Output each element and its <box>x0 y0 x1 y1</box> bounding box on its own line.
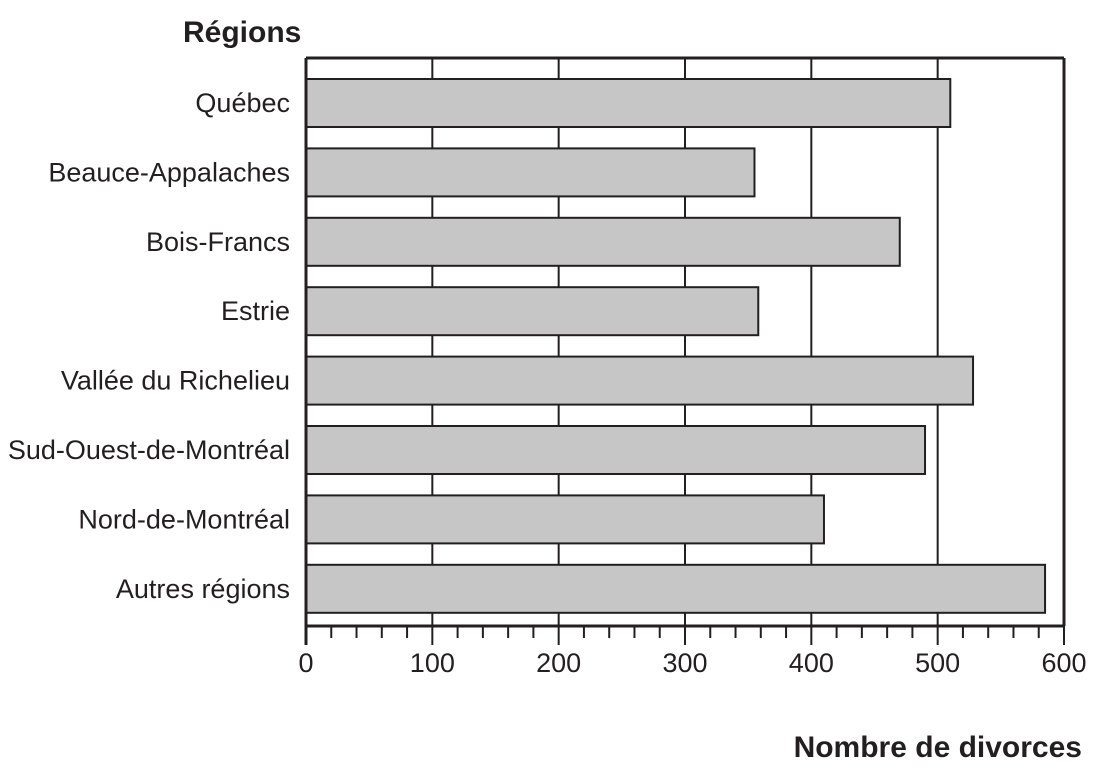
category-label: Bois-Francs <box>146 227 290 257</box>
category-label: Québec <box>195 88 290 118</box>
x-axis-tick-labels: 0 100 200 300 400 500 600 <box>298 648 1086 678</box>
y-axis-title: Régions <box>183 16 301 49</box>
x-axis-ticks <box>305 626 1065 645</box>
bar <box>305 216 901 267</box>
tick-label: 500 <box>915 648 960 678</box>
category-labels: Québec Beauce-Appalaches Bois-Francs Estrie… <box>8 88 290 604</box>
bar <box>305 286 760 337</box>
category-label: Autres régions <box>116 574 290 604</box>
tick-label: 0 <box>298 648 313 678</box>
bar <box>305 147 756 198</box>
category-label: Sud-Ouest-de-Montréal <box>8 435 290 465</box>
tick-label: 100 <box>410 648 455 678</box>
bar <box>305 425 927 475</box>
category-label: Estrie <box>221 296 290 326</box>
bar <box>305 78 952 128</box>
category-label: Nord-de-Montréal <box>78 504 290 534</box>
bar <box>305 563 1047 614</box>
category-label: Beauce-Appalaches <box>48 157 290 187</box>
x-axis-title: Nombre de divorces <box>794 731 1082 764</box>
category-label: Vallée du Richelieu <box>61 366 290 396</box>
tick-label: 400 <box>789 648 834 678</box>
bars <box>305 78 1047 614</box>
tick-label: 200 <box>536 648 581 678</box>
tick-label: 600 <box>1041 648 1086 678</box>
bar <box>305 494 825 545</box>
tick-label: 300 <box>662 648 707 678</box>
bar <box>305 355 975 406</box>
